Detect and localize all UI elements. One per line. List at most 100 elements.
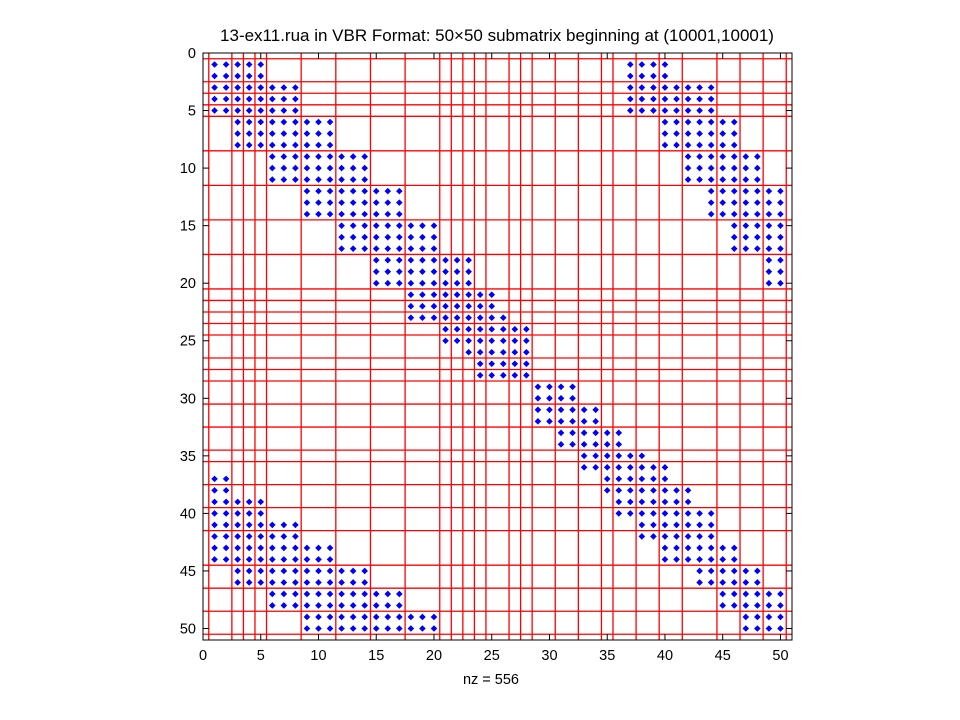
nonzero-point-42-41 [673, 533, 680, 540]
nonzero-point-15-50 [777, 222, 784, 229]
nonzero-point-8-9 [303, 141, 311, 149]
nonzero-point-25-23 [465, 337, 472, 345]
nonzero-point-42-2 [222, 533, 230, 540]
nonzero-point-4-38 [638, 95, 646, 103]
nonzero-point-25-25 [488, 337, 496, 345]
nonzero-point-25-26 [499, 337, 507, 345]
nonzero-point-8-11 [326, 141, 334, 149]
nonzero-point-10-11 [326, 164, 334, 172]
nonzero-point-23-23 [465, 314, 472, 322]
nonzero-point-45-4 [245, 567, 253, 575]
nonzero-point-20-20 [430, 279, 438, 287]
nonzero-point-33-33 [580, 429, 588, 437]
nonzero-point-38-39 [650, 487, 657, 494]
nonzero-point-8-42 [684, 141, 692, 149]
nonzero-point-5-42 [684, 107, 692, 114]
nonzero-point-46-48 [754, 579, 761, 586]
nonzero-point-16-14 [361, 233, 368, 241]
nonzero-point-47-47 [742, 590, 750, 598]
nonzero-point-35-35 [603, 452, 611, 460]
nonzero-point-12-44 [707, 187, 715, 195]
nonzero-point-5-7 [280, 107, 288, 114]
nonzero-point-6-10 [315, 118, 322, 126]
nonzero-point-24-22 [453, 325, 461, 333]
nonzero-point-39-4 [245, 498, 253, 506]
nonzero-point-30-31 [557, 394, 565, 402]
nonzero-point-6-9 [303, 118, 311, 126]
nonzero-point-22-22 [453, 302, 461, 310]
nonzero-point-34-35 [603, 441, 611, 448]
nonzero-point-8-44 [707, 141, 715, 149]
nonzero-point-34-34 [592, 441, 599, 448]
nonzero-point-22-25 [488, 302, 496, 310]
nonzero-point-39-36 [615, 498, 623, 506]
nonzero-point-46-13 [349, 579, 357, 586]
nonzero-point-8-45 [719, 141, 727, 149]
nonzero-point-32-31 [557, 418, 565, 425]
nonzero-point-31-29 [534, 406, 542, 414]
nonzero-point-9-9 [303, 153, 311, 160]
nonzero-point-45-12 [338, 567, 345, 575]
nonzero-point-5-40 [661, 107, 669, 114]
nonzero-point-14-13 [349, 210, 357, 218]
nonzero-point-16-15 [372, 233, 380, 241]
nonzero-point-32-29 [534, 418, 542, 425]
nonzero-point-7-6 [268, 130, 276, 137]
nonzero-point-10-7 [280, 164, 288, 172]
nonzero-point-19-21 [442, 268, 449, 275]
nonzero-point-5-3 [234, 107, 241, 114]
y-tick-label-5: 5 [188, 104, 196, 120]
nonzero-point-18-21 [442, 256, 449, 264]
nonzero-point-44-11 [326, 556, 334, 563]
nonzero-point-38-1 [211, 487, 218, 494]
nonzero-point-44-40 [661, 556, 669, 563]
nonzero-point-17-47 [742, 245, 750, 252]
nonzero-point-36-35 [603, 464, 611, 471]
nonzero-point-46-7 [280, 579, 288, 586]
nonzero-point-48-46 [730, 602, 738, 609]
nonzero-point-47-15 [372, 590, 380, 598]
nonzero-point-20-50 [777, 279, 784, 287]
nonzero-point-31-33 [580, 406, 588, 414]
y-tick-label-30: 30 [180, 391, 196, 407]
nonzero-point-6-42 [684, 118, 692, 126]
nonzero-point-48-7 [280, 602, 288, 609]
y-tick-label-40: 40 [180, 506, 196, 522]
nonzero-point-37-39 [650, 475, 657, 483]
nonzero-point-34-33 [580, 441, 588, 448]
nonzero-point-33-34 [592, 429, 599, 437]
nonzero-point-7-3 [234, 130, 241, 137]
nonzero-point-36-33 [580, 464, 588, 471]
nonzero-point-47-45 [719, 590, 727, 598]
nonzero-point-28-28 [523, 371, 530, 379]
nonzero-point-13-44 [707, 199, 715, 206]
nonzero-point-5-38 [638, 107, 646, 114]
nonzero-point-4-4 [245, 95, 253, 103]
nonzero-point-7-42 [684, 130, 692, 137]
nonzero-point-26-23 [465, 348, 472, 356]
nonzero-point-40-3 [234, 510, 241, 517]
nonzero-point-13-46 [730, 199, 738, 206]
nonzero-point-18-50 [777, 256, 784, 264]
nonzero-point-44-10 [315, 556, 322, 563]
nonzero-point-23-24 [476, 314, 484, 322]
nonzero-point-18-49 [765, 256, 773, 264]
nonzero-point-4-41 [673, 95, 680, 103]
nonzero-point-16-18 [407, 233, 415, 241]
nonzero-point-6-6 [268, 118, 276, 126]
x-tick-label-45: 45 [715, 648, 731, 664]
nonzero-point-39-41 [673, 498, 680, 506]
nonzero-point-45-45 [719, 567, 727, 575]
nonzero-point-1-3 [234, 61, 241, 68]
nonzero-point-46-8 [292, 579, 299, 586]
nonzero-point-24-21 [442, 325, 449, 333]
nonzero-point-43-3 [234, 544, 241, 552]
nonzero-point-46-5 [257, 579, 265, 586]
axes-box [202, 52, 793, 641]
nonzero-point-13-16 [384, 199, 392, 206]
nonzero-point-4-43 [696, 95, 703, 103]
nonzero-point-11-6 [268, 176, 276, 183]
nonzero-point-22-24 [476, 302, 484, 310]
nonzero-point-21-18 [407, 291, 415, 299]
nonzero-point-8-43 [696, 141, 703, 149]
